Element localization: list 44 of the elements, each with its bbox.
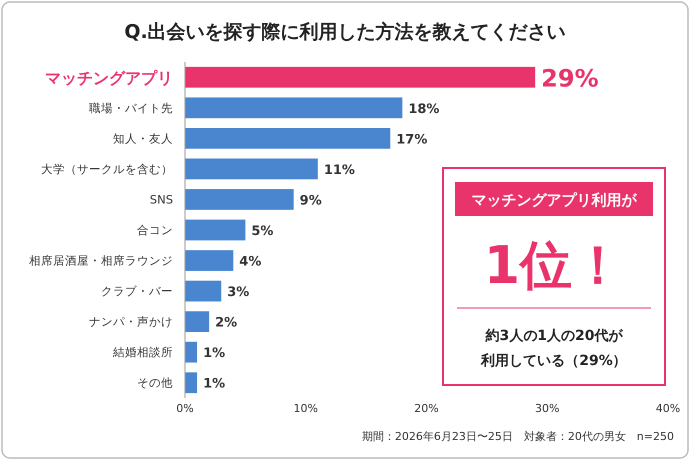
bar — [185, 158, 318, 180]
bar — [185, 189, 294, 210]
annotation: 1位！ — [484, 236, 624, 296]
y-tick-label: クラブ・バー — [101, 284, 173, 298]
text: 期間：2026年6月23日〜25日 対象者：20代の男女 n=250 — [362, 430, 674, 443]
data-label: 18% — [408, 102, 440, 117]
bar — [185, 66, 536, 88]
data-label: 1% — [203, 376, 226, 392]
y-tick-label: 結婚相談所 — [112, 345, 173, 360]
data-label: 17% — [396, 132, 428, 148]
y-tick-label: 合コン — [137, 223, 173, 237]
data-label: 3% — [227, 285, 250, 300]
y-tick-label: 大学（サークルを含む） — [41, 162, 173, 176]
x-tick-label: 20% — [414, 402, 439, 415]
chart-title: Q.出会いを探す際に利用した方法を教えてください — [124, 21, 566, 43]
y-tick-label: マッチングアプリ — [45, 68, 173, 88]
annotation: マッチングアプリ利用が — [472, 191, 638, 209]
x-tick-label: 40% — [656, 402, 680, 415]
bar — [185, 97, 402, 118]
data-label: 1% — [203, 346, 226, 362]
data-label: 29% — [541, 64, 599, 92]
y-tick-label: 相席居酒屋・相席ラウンジ — [29, 254, 173, 268]
annotation: 約3人の1人の20代が — [484, 328, 624, 344]
y-tick-label: その他 — [137, 376, 173, 390]
x-tick-label: 30% — [535, 402, 560, 415]
y-tick-label: SNS — [150, 192, 173, 206]
bar — [185, 220, 246, 240]
x-tick-label: 0% — [176, 402, 194, 415]
data-label: 11% — [324, 162, 355, 178]
data-label: 9% — [300, 193, 322, 208]
bar — [185, 342, 198, 363]
y-tick-label: ナンパ・声かけ — [89, 314, 173, 329]
bar — [185, 280, 222, 302]
x-tick-label: 10% — [294, 402, 318, 415]
bar — [185, 250, 234, 271]
data-label: 4% — [239, 254, 262, 270]
data-label: 2% — [215, 316, 238, 331]
bar — [185, 311, 210, 332]
bar — [185, 372, 198, 394]
data-label: 5% — [251, 224, 274, 239]
y-tick-label: 職場・バイト先 — [89, 100, 173, 115]
bar — [185, 128, 390, 149]
y-tick-label: 知人・友人 — [113, 131, 173, 146]
annotation: 利用している（29%） — [480, 353, 627, 369]
